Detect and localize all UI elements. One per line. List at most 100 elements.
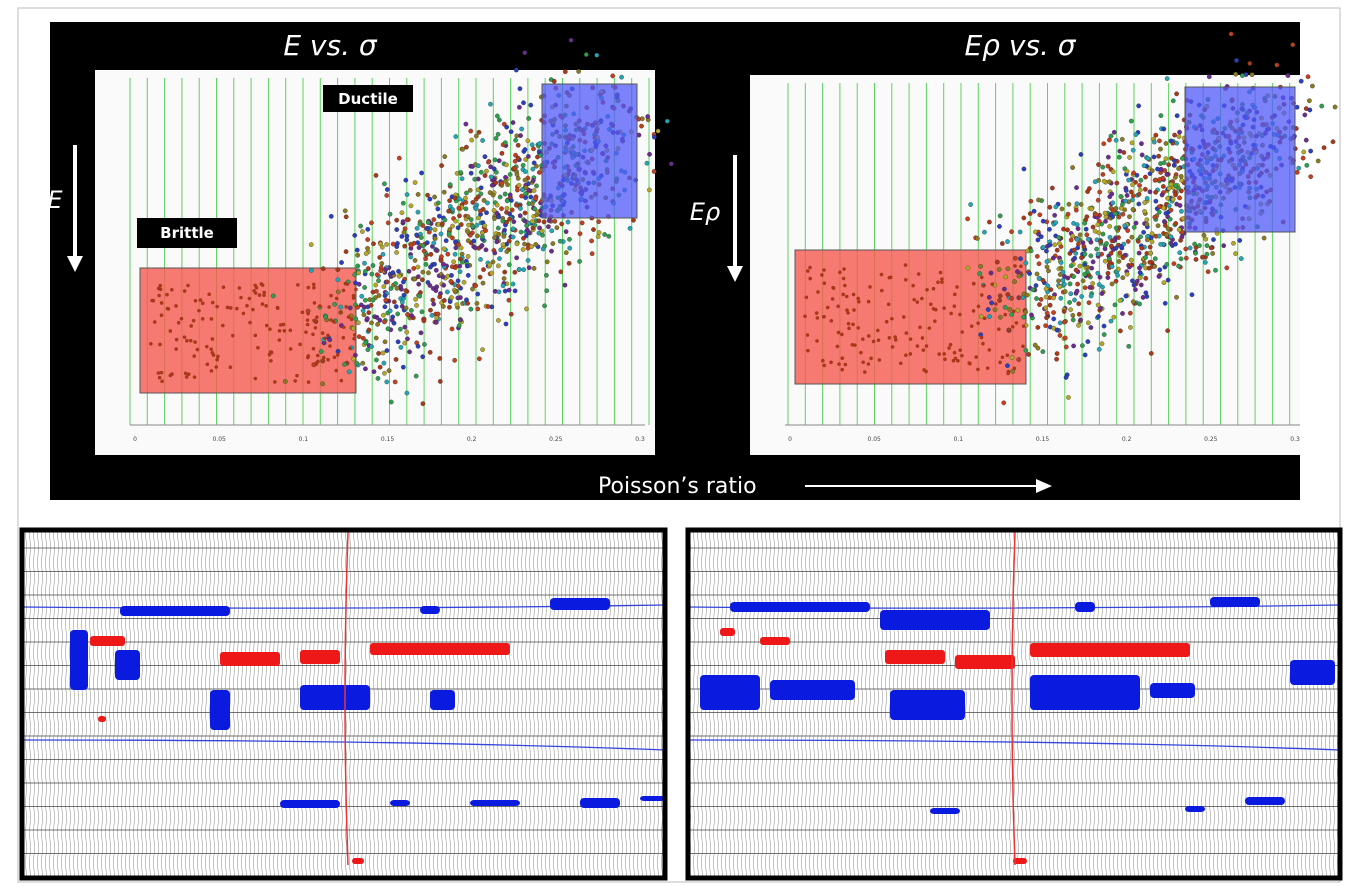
- scatter-point: [832, 286, 836, 290]
- scatter-point: [1177, 196, 1181, 200]
- scatter-point: [282, 323, 286, 327]
- scatter-point: [1179, 189, 1183, 193]
- scatter-point: [466, 230, 470, 234]
- scatter-point: [977, 305, 981, 309]
- scatter-point: [409, 313, 413, 317]
- scatter-point: [405, 238, 409, 242]
- scatter-point: [507, 217, 511, 221]
- scatter-point: [254, 377, 258, 381]
- scatter-point: [1165, 76, 1169, 80]
- scatter-point: [569, 38, 573, 42]
- anomaly-red: [955, 655, 1015, 669]
- scatter-point: [1180, 178, 1184, 182]
- scatter-point: [937, 352, 941, 356]
- scatter-point: [362, 285, 366, 289]
- scatter-point: [201, 317, 205, 321]
- scatter-point: [180, 317, 184, 321]
- scatter-point: [395, 286, 399, 290]
- scatter-point: [1096, 162, 1100, 166]
- scatter-point: [1137, 183, 1141, 187]
- scatter-point: [1178, 238, 1182, 242]
- scatter-point: [580, 221, 584, 225]
- scatter-point: [872, 340, 876, 344]
- scatter-point: [547, 218, 551, 222]
- scatter-point: [486, 160, 490, 164]
- scatter-point: [496, 215, 500, 219]
- scatter-point: [193, 375, 197, 379]
- scatter-point: [532, 266, 536, 270]
- scatter-point: [496, 318, 500, 322]
- scatter-point: [425, 240, 429, 244]
- scatter-point: [524, 223, 528, 227]
- anomaly-red: [352, 858, 364, 864]
- scatter-point: [1081, 240, 1085, 244]
- scatter-point: [647, 152, 651, 156]
- panel-title: E vs. σ: [283, 29, 378, 62]
- scatter-point: [1153, 190, 1157, 194]
- scatter-point: [515, 172, 519, 176]
- x-tick-label: 0.2: [467, 436, 477, 443]
- scatter-point: [395, 218, 399, 222]
- scatter-point: [1068, 308, 1072, 312]
- scatter-point: [469, 138, 473, 142]
- scatter-point: [958, 348, 962, 352]
- scatter-point: [816, 316, 820, 320]
- scatter-point: [980, 276, 984, 280]
- scatter-point: [377, 293, 381, 297]
- scatter-point: [1184, 247, 1188, 251]
- scatter-point: [1028, 211, 1032, 215]
- scatter-point: [352, 337, 356, 341]
- scatter-point: [534, 242, 538, 246]
- scatter-point: [493, 158, 497, 162]
- scatter-point: [438, 379, 442, 383]
- scatter-point: [442, 190, 446, 194]
- scatter-point: [373, 283, 377, 287]
- scatter-point: [431, 302, 435, 306]
- scatter-point: [323, 315, 327, 319]
- scatter-point: [816, 290, 820, 294]
- scatter-point: [1331, 140, 1335, 144]
- scatter-point: [501, 284, 505, 288]
- scatter-point: [402, 230, 406, 234]
- scatter-point: [567, 237, 571, 241]
- scatter-point: [1153, 257, 1157, 261]
- scatter-point: [596, 234, 600, 238]
- scatter-point: [1048, 205, 1052, 209]
- scatter-point: [934, 308, 938, 312]
- scatter-point: [445, 290, 449, 294]
- scatter-point: [466, 238, 470, 242]
- scatter-point: [519, 230, 523, 234]
- scatter-point: [149, 342, 153, 346]
- crossplot: 00.050.10.150.20.250.3Eρ vs. σEρ: [690, 29, 1337, 455]
- scatter-point: [339, 260, 343, 264]
- scatter-point: [464, 200, 468, 204]
- scatter-point: [1005, 239, 1009, 243]
- scatter-point: [1081, 279, 1085, 283]
- anomaly-blue: [730, 602, 870, 612]
- scatter-point: [1035, 254, 1039, 258]
- scatter-point: [1152, 155, 1156, 159]
- scatter-point: [542, 220, 546, 224]
- scatter-point: [1103, 211, 1107, 215]
- scatter-point: [1193, 251, 1197, 255]
- scatter-point: [553, 219, 557, 223]
- scatter-point: [436, 201, 440, 205]
- scatter-point: [235, 307, 239, 311]
- scatter-point: [987, 314, 991, 318]
- scatter-point: [516, 143, 520, 147]
- scatter-point: [1044, 287, 1048, 291]
- scatter-point: [929, 302, 933, 306]
- scatter-point: [380, 245, 384, 249]
- scatter-point: [1110, 264, 1114, 268]
- scatter-point: [1145, 238, 1149, 242]
- scatter-point: [1097, 347, 1101, 351]
- scatter-point: [1025, 293, 1029, 297]
- scatter-point: [214, 365, 218, 369]
- scatter-point: [426, 220, 430, 224]
- scatter-point: [1121, 276, 1125, 280]
- scatter-point: [1127, 155, 1131, 159]
- scatter-point: [1058, 285, 1062, 289]
- scatter-point: [382, 320, 386, 324]
- scatter-point: [1079, 294, 1083, 298]
- scatter-point: [1303, 113, 1307, 117]
